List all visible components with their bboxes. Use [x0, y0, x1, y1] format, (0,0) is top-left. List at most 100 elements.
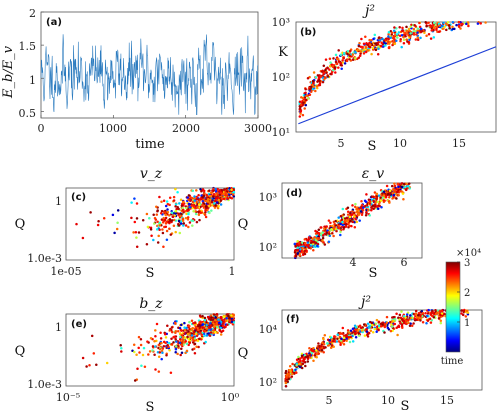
panel-e-point	[170, 326, 174, 329]
panel-b-point	[435, 28, 438, 31]
panel-b-point	[393, 37, 396, 41]
panel-e-point	[90, 334, 94, 338]
panel-c-point	[187, 194, 191, 197]
panel-d-point	[353, 215, 356, 218]
panel-e-point	[209, 321, 212, 325]
panel-f-point	[340, 337, 343, 340]
panel-f-point	[412, 322, 415, 325]
panel-b-fit-line	[298, 46, 497, 125]
panel-e-label: (e)	[71, 319, 87, 330]
panel-f-point	[357, 328, 360, 331]
panel-d-point	[377, 202, 381, 206]
panel-f-point	[400, 318, 404, 321]
panel-d-point	[314, 229, 317, 233]
panel-e-point	[195, 345, 198, 348]
panel-f-point	[367, 325, 371, 329]
panel-b-point	[326, 75, 330, 78]
panel-e-point	[208, 326, 211, 329]
panel-e-point	[217, 318, 220, 321]
panel-e-point	[172, 341, 175, 344]
panel-d-point	[351, 204, 354, 207]
panel-b-point	[361, 46, 364, 49]
panel-b-point	[346, 52, 349, 56]
panel-f-point	[320, 349, 324, 352]
panel-c-point	[198, 218, 201, 222]
panel-b-point	[369, 43, 372, 46]
panel-b-point	[443, 25, 446, 28]
panel-f-xtick-2: 15	[440, 394, 454, 407]
panel-b-point	[432, 26, 436, 29]
panel-d-point	[329, 221, 332, 225]
panel-e-point	[186, 332, 190, 336]
panel-b-xlabel: S	[368, 139, 377, 154]
panel-e-point	[225, 316, 228, 320]
panel-e-point	[174, 348, 178, 351]
panel-c-point	[81, 236, 85, 240]
panel-c-point	[213, 202, 216, 205]
panel-c-point	[186, 218, 190, 221]
panel-a: (a) 0 1000 2000 3000 0.5 1 1.5 2 time E_…	[1, 7, 272, 152]
panel-e-point	[216, 331, 219, 334]
panel-d-point	[329, 228, 332, 232]
panel-f-frame	[281, 309, 483, 391]
panel-d-ytick-0: 10²	[259, 241, 277, 254]
panel-f-point	[374, 322, 378, 326]
panel-f-xtick-1: 10	[381, 394, 395, 407]
panel-f-point	[300, 354, 304, 357]
panel-b-point	[387, 35, 390, 38]
panel-f-point	[316, 350, 320, 353]
panel-c-point	[165, 200, 169, 203]
panel-b-point	[414, 38, 418, 41]
panel-e: b_z (e) 10⁻⁵ 10⁰ 1 1.0e-3 S Q	[15, 296, 240, 415]
panel-b-point	[418, 25, 422, 29]
panel-d-point	[375, 197, 378, 201]
panel-c-point	[182, 222, 186, 225]
panel-d-point	[406, 186, 409, 190]
panel-d-point	[353, 220, 356, 224]
panel-d-point	[323, 227, 326, 231]
panel-d-ylabel: Q	[238, 217, 249, 232]
panel-e-point	[179, 353, 182, 357]
panel-e-point	[149, 336, 153, 340]
panel-d-point	[382, 190, 386, 194]
panel-d-point	[331, 224, 334, 228]
panel-f-point	[375, 318, 379, 322]
panel-b-point	[466, 22, 470, 26]
panel-b-point	[346, 49, 350, 53]
panel-c-point	[195, 220, 199, 224]
panel-c-point	[171, 215, 175, 218]
panel-b-point	[412, 32, 415, 35]
panel-c-point	[134, 230, 138, 234]
panel-b-point	[311, 83, 314, 87]
panel-f-point	[432, 311, 435, 314]
panel-f-point	[335, 340, 339, 343]
panel-d-point	[380, 205, 383, 209]
panel-d-point	[335, 229, 338, 233]
panel-c-point	[222, 197, 226, 200]
panel-e-point	[186, 335, 189, 339]
panel-b-point	[328, 68, 331, 71]
panel-b-point	[335, 62, 338, 66]
panel-d-point	[397, 185, 400, 189]
panel-d-point	[313, 241, 317, 244]
panel-b-point	[401, 29, 404, 33]
panel-c-point	[210, 200, 214, 203]
panel-e-point	[189, 336, 193, 339]
panel-d-point	[328, 234, 332, 238]
panel-f-point	[338, 332, 342, 335]
panel-d-point	[340, 218, 344, 222]
panel-f-point	[358, 324, 362, 328]
panel-d-point	[361, 206, 365, 210]
panel-d-point	[376, 205, 379, 209]
panel-b-point	[364, 35, 367, 39]
panel-b-point	[324, 58, 328, 61]
panel-d-point	[293, 242, 297, 246]
panel-b-point	[370, 38, 373, 42]
panel-c-point	[159, 212, 163, 215]
panel-f-point	[417, 311, 421, 315]
panel-f-point	[336, 333, 339, 337]
panel-d-point	[359, 206, 363, 210]
panel-d-frame	[281, 182, 423, 259]
panel-b-point	[460, 22, 463, 26]
panel-f-point	[404, 320, 408, 323]
